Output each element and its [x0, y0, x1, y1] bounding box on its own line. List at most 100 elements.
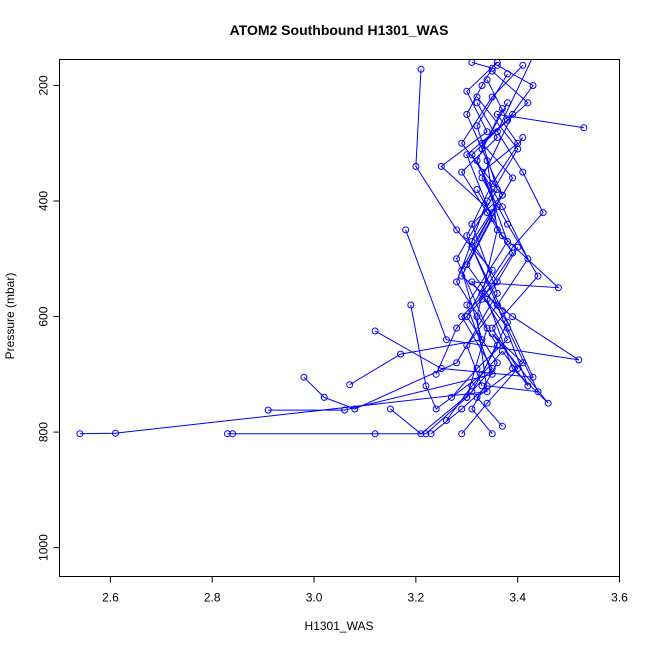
data-point [300, 373, 308, 381]
data-point [346, 381, 354, 389]
data-point [417, 65, 425, 73]
plot-frame [59, 59, 620, 577]
data-point [463, 87, 471, 95]
data-point [76, 430, 84, 438]
data-point [453, 278, 461, 286]
data-point [453, 359, 461, 367]
data-point [524, 255, 532, 263]
data-point [458, 313, 466, 321]
data-point [483, 76, 491, 84]
data-point [463, 232, 471, 240]
data-point [463, 393, 471, 401]
data-point [498, 191, 506, 199]
series-line [476, 246, 549, 427]
x-tick-label: 3.4 [509, 591, 526, 605]
data-point [575, 356, 583, 364]
data-point [504, 99, 511, 107]
x-tick-label: 3.6 [611, 591, 628, 605]
data-point [478, 370, 486, 378]
data-point [468, 220, 476, 228]
data-point [473, 99, 481, 107]
data-point [519, 61, 527, 69]
data-point [463, 301, 471, 309]
data-point [488, 67, 496, 75]
data-point [463, 313, 471, 321]
data-point [402, 226, 410, 234]
series-line [390, 96, 519, 435]
y-tick-label: 800 [37, 422, 51, 442]
data-point [498, 347, 506, 355]
data-point [504, 116, 511, 124]
data-point [442, 417, 450, 424]
data-point [468, 151, 476, 159]
data-point [488, 93, 496, 101]
y-tick-label: 1000 [37, 534, 51, 561]
series-11 [427, 186, 562, 438]
data-point [483, 324, 491, 332]
data-point [468, 278, 476, 286]
data-point [112, 429, 119, 437]
data-point [458, 430, 466, 438]
data-point [509, 313, 517, 321]
data-point [509, 174, 517, 182]
series-line [227, 73, 508, 435]
y-tick-label: 600 [37, 306, 51, 326]
data-point [458, 405, 466, 413]
data-point [371, 430, 379, 438]
data-point [483, 399, 491, 407]
data-point [488, 330, 496, 338]
data-point [473, 122, 481, 130]
data-point [478, 382, 486, 390]
y-axis-label: Pressure (mbar) [3, 273, 17, 360]
data-point [519, 134, 527, 141]
data-point [534, 272, 542, 280]
data-point [386, 405, 394, 413]
data-point [509, 110, 517, 118]
series-8 [386, 93, 522, 438]
data-point [493, 359, 501, 367]
data-point [473, 393, 481, 401]
data-point [519, 168, 527, 176]
data-point [453, 324, 461, 332]
series-17 [473, 243, 552, 430]
data-point [427, 430, 435, 438]
data-point [478, 145, 486, 153]
data-point [473, 186, 481, 193]
series-18 [458, 99, 511, 401]
data-point [483, 295, 491, 303]
data-point [493, 301, 501, 309]
series-line [461, 102, 508, 398]
data-point [483, 128, 491, 136]
series-line [461, 114, 539, 435]
data-point [412, 162, 420, 170]
data-point [341, 406, 349, 414]
data-point [320, 393, 328, 401]
series-line [451, 59, 544, 398]
data-point [478, 82, 486, 89]
data-point [493, 278, 501, 286]
series-line [303, 64, 524, 410]
data-point [524, 99, 532, 107]
data-point [498, 232, 506, 240]
x-tick-label: 3.2 [408, 591, 425, 605]
data-point [468, 382, 476, 390]
data-point [458, 139, 466, 147]
data-point [463, 151, 471, 159]
data-point [371, 327, 379, 335]
data-point [453, 255, 461, 263]
y-tick-label: 400 [37, 191, 51, 211]
series-line [466, 64, 534, 387]
data-point [544, 399, 552, 407]
x-tick-label: 3.0 [306, 591, 323, 605]
data-point [534, 388, 542, 396]
data-point [442, 336, 450, 344]
data-point [554, 284, 562, 292]
data-point [498, 203, 506, 211]
data-point [432, 405, 440, 413]
x-axis: 2.6 2.8 3.0 3.2 3.4 3.6 [102, 576, 628, 605]
y-tick-label: 200 [37, 75, 51, 95]
data-point [463, 261, 471, 269]
data-point [351, 405, 359, 413]
data-point [224, 430, 231, 438]
